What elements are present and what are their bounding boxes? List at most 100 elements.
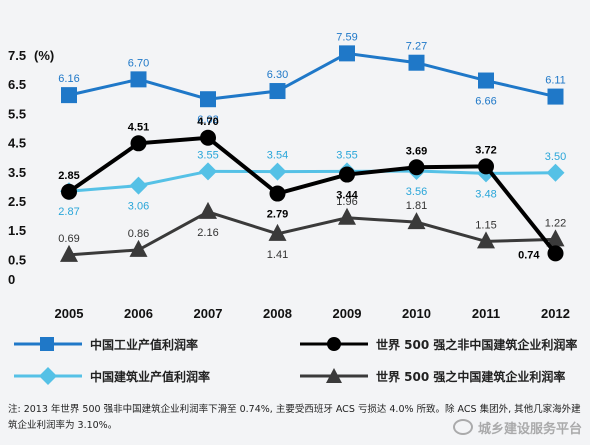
data-label: 1.22 bbox=[545, 217, 566, 229]
legend-label: 世界 500 强之中国建筑企业利润率 bbox=[376, 369, 566, 384]
watermark: 城乡建设服务平台 bbox=[452, 418, 582, 437]
legend-swatch-cyan-diamond-line bbox=[14, 367, 82, 385]
x-tick-label: 2008 bbox=[263, 306, 292, 321]
data-point-circle bbox=[339, 166, 355, 183]
data-label: 3.54 bbox=[267, 150, 288, 162]
data-label: 7.59 bbox=[336, 31, 357, 43]
data-label: 0.74 bbox=[518, 249, 540, 261]
data-label: 2.16 bbox=[197, 227, 218, 239]
data-label: 3.55 bbox=[197, 149, 218, 161]
data-point-triangle bbox=[546, 229, 565, 247]
chat-bubble-icon bbox=[452, 419, 473, 435]
x-tick-label: 2006 bbox=[124, 306, 153, 321]
data-label: 3.48 bbox=[475, 188, 496, 200]
data-point-square bbox=[269, 83, 286, 100]
data-point-triangle bbox=[338, 207, 356, 225]
data-label: 3.50 bbox=[545, 151, 566, 163]
data-label: 6.16 bbox=[58, 73, 79, 85]
data-point-square bbox=[408, 54, 425, 71]
data-label: 3.06 bbox=[128, 201, 149, 213]
data-label: 2.87 bbox=[58, 206, 79, 218]
legend-swatch-dark-triangle-line bbox=[300, 368, 368, 383]
y-tick-label: 0.5 bbox=[8, 252, 26, 267]
y-tick-label: 6.5 bbox=[8, 77, 26, 92]
data-point-square bbox=[200, 91, 216, 108]
data-label: 4.70 bbox=[197, 116, 218, 128]
data-point-circle bbox=[269, 185, 286, 202]
data-label: 3.69 bbox=[406, 145, 427, 157]
y-tick-label: 0 bbox=[8, 272, 15, 287]
legend-item-industry-profit-rate: 中国工业产值利润率 bbox=[12, 332, 198, 356]
watermark-text: 城乡建设服务平台 bbox=[477, 422, 582, 437]
data-label: 6.11 bbox=[545, 75, 566, 87]
series-line bbox=[68, 51, 556, 101]
y-tick-label: 1.5 bbox=[8, 223, 26, 238]
chart-legend: 中国工业产值利润率 世界 500 强之非中国建筑企业利润率 中国建筑业产值利润率… bbox=[8, 326, 582, 392]
y-tick-label: 4.5 bbox=[8, 136, 26, 151]
data-point-triangle bbox=[407, 212, 426, 230]
data-label: 4.51 bbox=[128, 121, 149, 133]
data-point-circle bbox=[130, 135, 147, 152]
data-label: 6.66 bbox=[475, 96, 496, 108]
data-label: 1.15 bbox=[475, 219, 496, 231]
y-tick-label: 5.5 bbox=[8, 106, 26, 121]
y-tick-label: 2.5 bbox=[8, 194, 26, 209]
data-label: 7.27 bbox=[406, 41, 427, 53]
data-point-square bbox=[61, 87, 77, 104]
data-label: 6.30 bbox=[267, 69, 288, 81]
legend-swatch-black-circle-line bbox=[300, 337, 368, 351]
legend-item-construction-profit-rate: 中国建筑业产值利润率 bbox=[12, 364, 210, 388]
data-point-triangle bbox=[129, 239, 148, 257]
data-label: 0.86 bbox=[128, 228, 149, 240]
x-tick-label: 2010 bbox=[402, 306, 431, 321]
data-point-circle bbox=[547, 245, 564, 262]
data-point-triangle bbox=[268, 223, 287, 241]
data-point-diamond bbox=[546, 163, 565, 182]
x-tick-label: 2005 bbox=[55, 306, 84, 321]
x-tick-label: 2007 bbox=[194, 306, 223, 321]
data-point-triangle bbox=[199, 201, 217, 219]
data-label: 3.72 bbox=[475, 144, 496, 156]
legend-item-china-500-profit-rate: 世界 500 强之中国建筑企业利润率 bbox=[298, 364, 565, 388]
data-label: 3.55 bbox=[336, 149, 357, 161]
profit-rate-line-chart: 7.5 6.5 5.5 4.5 3.5 2.5 1.5 0.5 0 (%) 2005 2006 2007… bbox=[8, 31, 570, 321]
legend-item-non-china-500-profit-rate: 世界 500 强之非中国建筑企业利润率 bbox=[298, 332, 577, 356]
data-label: 2.85 bbox=[58, 170, 79, 182]
x-tick-label: 2009 bbox=[333, 306, 362, 321]
data-point-square bbox=[478, 72, 494, 89]
data-point-triangle bbox=[60, 244, 78, 262]
data-label: 3.44 bbox=[336, 190, 358, 202]
chart-footnote: 注: 2013 年世界 500 强非中国建筑企业利润率下滑至 0.74%, 主要… bbox=[8, 404, 581, 431]
data-point-circle bbox=[408, 159, 425, 176]
data-point-square bbox=[339, 45, 355, 62]
x-tick-label: 2011 bbox=[472, 306, 500, 321]
data-label: 3.56 bbox=[406, 186, 427, 198]
data-point-square bbox=[547, 88, 564, 105]
legend-label: 世界 500 强之非中国建筑企业利润率 bbox=[376, 337, 578, 352]
series-line bbox=[67, 135, 558, 255]
legend-label: 中国工业产值利润率 bbox=[90, 337, 199, 352]
data-point-diamond bbox=[268, 162, 287, 181]
y-tick-label: 3.5 bbox=[8, 165, 26, 180]
data-point-diamond bbox=[129, 176, 148, 195]
data-point-circle bbox=[61, 183, 77, 200]
y-axis-unit-label: (%) bbox=[34, 48, 54, 63]
data-label: 6.70 bbox=[128, 57, 149, 69]
data-point-circle bbox=[478, 158, 494, 175]
data-label: 6.02 bbox=[197, 114, 218, 126]
data-point-circle bbox=[200, 129, 216, 146]
data-point-diamond bbox=[199, 162, 217, 181]
data-label: 1.96 bbox=[336, 196, 357, 208]
legend-swatch-blue-square-line bbox=[14, 337, 82, 351]
data-label: 1.41 bbox=[267, 249, 288, 261]
y-tick-label: 7.5 bbox=[8, 48, 26, 63]
data-point-square bbox=[130, 71, 147, 88]
series-line bbox=[68, 210, 556, 257]
data-label: 1.81 bbox=[406, 200, 427, 212]
legend-label: 中国建筑业产值利润率 bbox=[90, 369, 211, 384]
data-label: 0.69 bbox=[58, 233, 79, 245]
data-point-triangle bbox=[477, 231, 495, 249]
x-tick-label: 2012 bbox=[541, 306, 570, 321]
data-label: 2.79 bbox=[267, 209, 288, 221]
series-line bbox=[68, 169, 556, 193]
